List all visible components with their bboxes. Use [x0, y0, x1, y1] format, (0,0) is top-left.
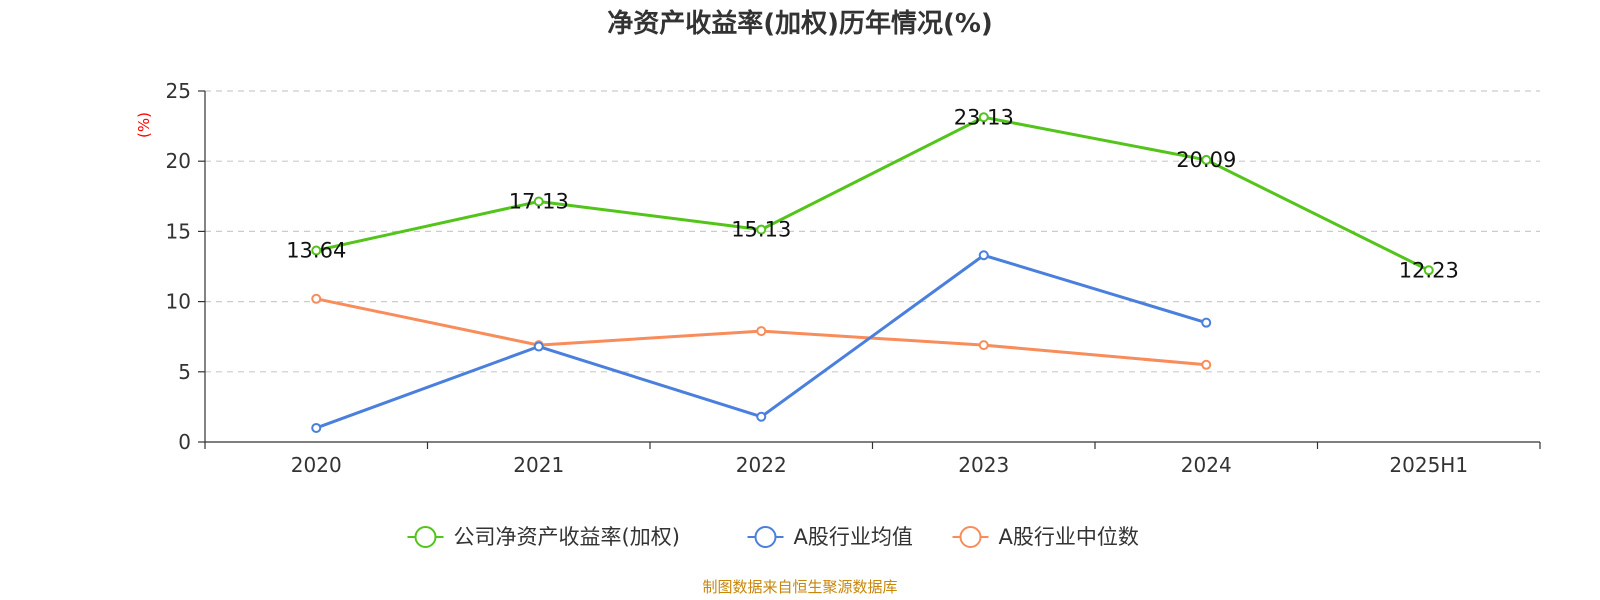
y-tick-label: 20 — [166, 149, 191, 173]
data-label: 12.23 — [1399, 258, 1459, 282]
y-tick-label: 5 — [178, 360, 191, 384]
y-tick-label: 15 — [166, 219, 191, 243]
y-tick-label: 25 — [166, 79, 191, 103]
legend-marker — [414, 526, 437, 548]
legend-marker — [754, 526, 777, 548]
data-point[interactable] — [756, 326, 767, 337]
legend-item[interactable]: A股行业均值 — [747, 525, 913, 549]
data-point[interactable] — [1423, 265, 1434, 276]
legend-item[interactable]: 公司净资产收益率(加权) — [407, 525, 680, 549]
source-note: 制图数据来自恒生聚源数据库 — [702, 578, 897, 596]
y-tick-label: 0 — [178, 430, 191, 454]
legend-item[interactable]: A股行业中位数 — [952, 525, 1139, 549]
data-label: 23.13 — [954, 105, 1014, 129]
series-line — [315, 115, 1430, 272]
data-point[interactable] — [311, 422, 322, 433]
data-point[interactable] — [978, 112, 989, 123]
legend-marker — [959, 526, 982, 548]
data-point[interactable] — [756, 411, 767, 422]
data-point[interactable] — [1201, 154, 1212, 165]
data-point[interactable] — [978, 340, 989, 351]
data-label: 20.09 — [1176, 148, 1236, 172]
y-tick-label: 10 — [166, 290, 191, 314]
data-point[interactable] — [533, 196, 544, 207]
data-point[interactable] — [756, 224, 767, 235]
legend-label: 公司净资产收益率(加权) — [454, 525, 680, 549]
data-point[interactable] — [533, 341, 544, 352]
data-point[interactable] — [311, 293, 322, 304]
data-point[interactable] — [1201, 317, 1212, 328]
x-tick-label: 2024 — [1181, 453, 1232, 477]
data-label: 13.64 — [286, 238, 346, 262]
x-tick-label: 2025H1 — [1389, 453, 1468, 477]
y-axis-label: (%) — [135, 112, 153, 138]
x-tick-label: 2021 — [513, 453, 564, 477]
data-point[interactable] — [1201, 359, 1212, 370]
legend-label: A股行业均值 — [794, 525, 913, 549]
data-label: 17.13 — [509, 189, 569, 213]
data-point[interactable] — [978, 250, 989, 261]
x-tick-label: 2023 — [958, 453, 1009, 477]
x-tick-label: 2022 — [736, 453, 787, 477]
legend-label: A股行业中位数 — [999, 525, 1139, 549]
data-label: 15.13 — [731, 218, 791, 242]
data-point[interactable] — [311, 245, 322, 256]
x-tick-label: 2020 — [291, 453, 342, 477]
series-line — [315, 253, 1207, 430]
chart-title: 净资产收益率(加权)历年情况(%) — [607, 8, 993, 39]
